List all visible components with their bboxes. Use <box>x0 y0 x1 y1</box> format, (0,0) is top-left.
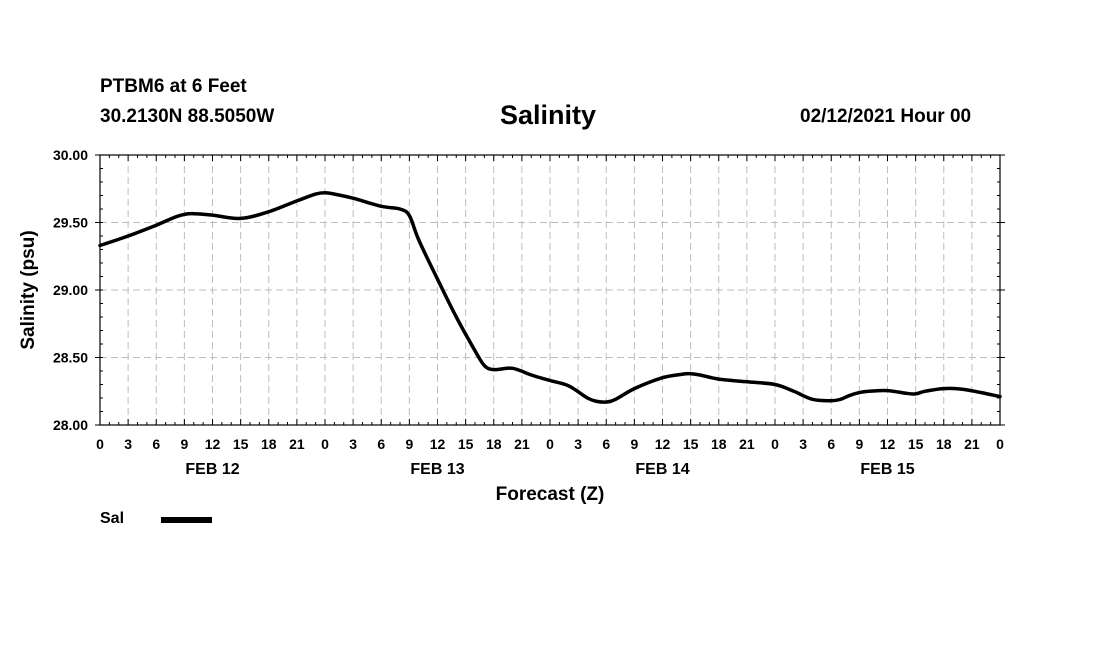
y-tick-label: 29.00 <box>53 282 88 298</box>
x-tick-label: 18 <box>711 436 727 452</box>
x-tick-label: 3 <box>574 436 582 452</box>
x-tick-label: 6 <box>602 436 610 452</box>
x-tick-label: 0 <box>546 436 554 452</box>
x-tick-label: 21 <box>739 436 755 452</box>
y-tick-label: 29.50 <box>53 215 88 231</box>
x-tick-label: 12 <box>430 436 446 452</box>
x-tick-label: 15 <box>908 436 924 452</box>
day-label: FEB 12 <box>185 461 239 478</box>
x-tick-label: 9 <box>630 436 638 452</box>
x-tick-label: 3 <box>349 436 357 452</box>
x-tick-label: 0 <box>996 436 1004 452</box>
x-tick-label: 21 <box>289 436 305 452</box>
y-tick-label: 28.50 <box>53 350 88 366</box>
grid <box>100 155 1000 425</box>
x-tick-label: 15 <box>683 436 699 452</box>
legend-label: Sal <box>100 510 125 527</box>
series-line-sal <box>98 191 1002 404</box>
coordinates-label: 30.2130N 88.5050W <box>100 106 275 127</box>
x-tick-label: 6 <box>152 436 160 452</box>
y-tick-label: 28.00 <box>53 417 88 433</box>
x-tick-label: 9 <box>855 436 863 452</box>
x-tick-label: 6 <box>827 436 835 452</box>
x-tick-label: 18 <box>486 436 502 452</box>
y-axis-title: Salinity (psu) <box>18 230 39 349</box>
x-tick-label: 21 <box>964 436 980 452</box>
x-axis-title: Forecast (Z) <box>496 484 605 505</box>
x-tick-label: 9 <box>405 436 413 452</box>
x-tick-label: 3 <box>124 436 132 452</box>
day-label: FEB 14 <box>635 461 689 478</box>
x-tick-label: 0 <box>96 436 104 452</box>
x-tick-label: 15 <box>458 436 474 452</box>
day-label: FEB 15 <box>860 461 914 478</box>
x-tick-label: 15 <box>233 436 249 452</box>
legend-swatch <box>161 517 212 523</box>
y-tick-label: 30.00 <box>53 147 88 163</box>
x-tick-label: 0 <box>321 436 329 452</box>
forecast-timestamp: 02/12/2021 Hour 00 <box>800 106 972 127</box>
x-tick-label: 18 <box>936 436 952 452</box>
x-tick-label: 9 <box>180 436 188 452</box>
x-tick-label: 12 <box>880 436 896 452</box>
x-tick-label: 6 <box>377 436 385 452</box>
station-label: PTBM6 at 6 Feet <box>100 76 247 97</box>
x-tick-label: 18 <box>261 436 277 452</box>
x-tick-label: 21 <box>514 436 530 452</box>
x-tick-label: 12 <box>205 436 221 452</box>
chart-title: Salinity <box>500 100 597 130</box>
x-tick-label: 0 <box>771 436 779 452</box>
x-tick-label: 3 <box>799 436 807 452</box>
day-label: FEB 13 <box>410 461 464 478</box>
x-tick-label: 12 <box>655 436 671 452</box>
